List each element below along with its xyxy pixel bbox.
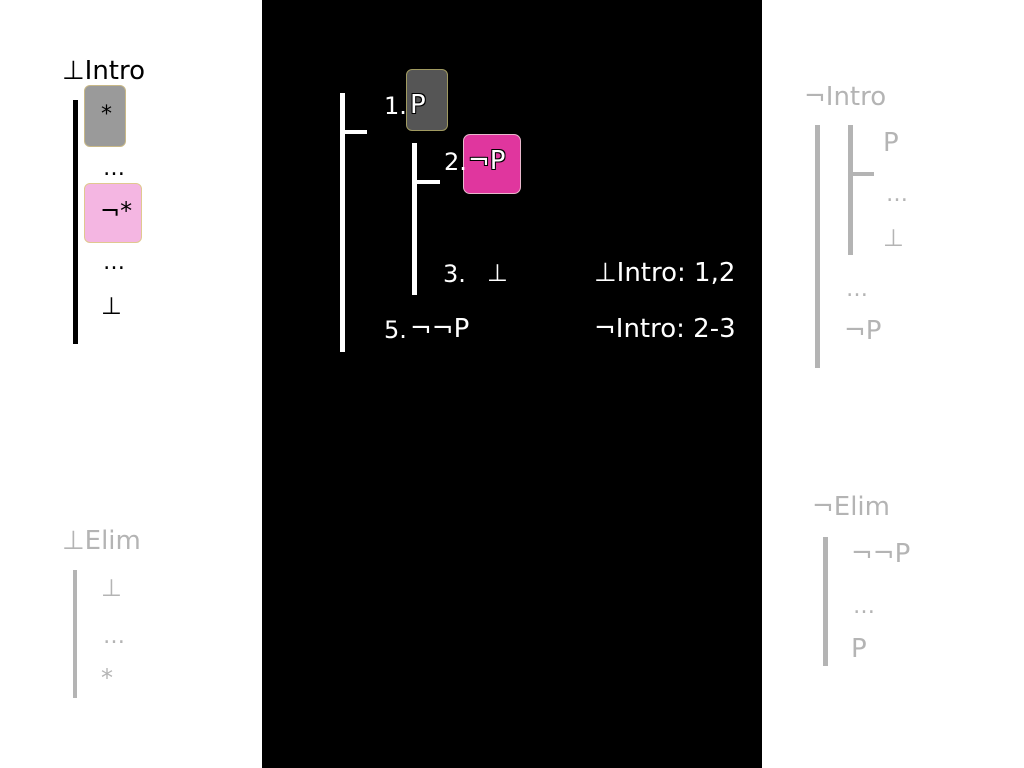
rule-line-1: ⊥ <box>101 574 122 602</box>
rule-title: ⊥Elim <box>62 526 141 556</box>
highlight-box-magenta <box>463 134 521 194</box>
line-formula-5: ¬¬P <box>410 314 470 344</box>
rule-line-3: ⊥ <box>883 224 904 252</box>
scope-line <box>73 570 77 698</box>
highlight-box-dark <box>406 69 448 131</box>
line-formula-1: P <box>410 90 426 120</box>
inner-scope-line <box>412 143 417 295</box>
rule-line-5: ⊥ <box>101 292 122 320</box>
outer-premise-bar <box>340 130 367 134</box>
rule-title: ¬Elim <box>812 492 890 522</box>
rule-line-1: * <box>101 102 112 127</box>
rule-title: ⊥Intro <box>62 56 146 86</box>
highlight-box-pink <box>84 183 142 243</box>
rule-line-3: P <box>851 634 867 664</box>
inner-premise-bar <box>412 180 440 184</box>
rule-line-1: P <box>883 128 899 158</box>
rule-line-2: … <box>103 156 125 181</box>
scope-line <box>73 100 78 344</box>
rule-line-1: ¬¬P <box>851 539 911 569</box>
proof-panel <box>262 0 762 768</box>
rule-line-2: … <box>886 182 908 207</box>
outer-scope-line <box>340 93 345 352</box>
inner-scope-line <box>848 125 853 255</box>
line-formula-3: ⊥ <box>487 259 508 287</box>
line-number-1: 1. <box>384 92 407 120</box>
line-formula-2: ¬P <box>468 146 506 176</box>
rule-line-3: * <box>101 664 113 692</box>
line-number-2: 2. <box>444 148 467 176</box>
scope-line <box>823 537 828 666</box>
rule-line-2: … <box>853 594 875 619</box>
line-justification-5: ¬Intro: 2-3 <box>594 314 736 344</box>
highlight-box-grey <box>84 85 126 147</box>
rule-title: ¬Intro <box>804 82 887 112</box>
inner-premise-bar <box>848 172 874 176</box>
rule-line-5: ¬P <box>844 316 882 346</box>
rule-line-2: … <box>103 624 125 649</box>
line-justification-3: ⊥Intro: 1,2 <box>594 258 736 288</box>
rule-line-3: ¬* <box>100 197 133 225</box>
line-number-5: 5. <box>384 316 407 344</box>
outer-scope-line <box>815 125 820 368</box>
rule-line-4: … <box>846 277 868 302</box>
line-number-3: 3. <box>443 260 466 288</box>
rule-line-4: … <box>103 250 125 275</box>
